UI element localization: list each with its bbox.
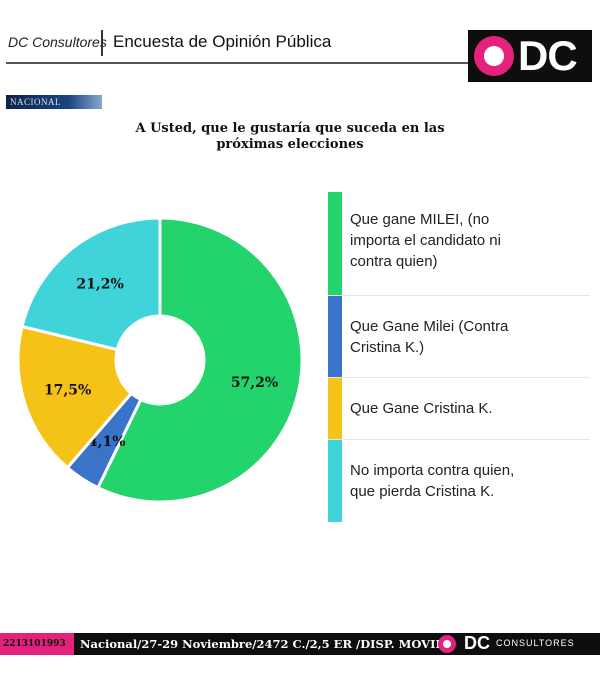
legend-text-line: que pierda Cristina K. [350, 483, 495, 500]
donut-label-1: 4,1% [88, 434, 126, 450]
logo-ring-icon [474, 36, 514, 76]
chart-legend: Que gane MILEI, (no importa el candidato… [328, 192, 590, 522]
legend-text-line: Que Gane Milei (Contra [350, 318, 509, 335]
donut-label-0: 57,2% [231, 375, 278, 391]
legend-swatch [328, 378, 342, 439]
footer-logo: DC CONSULTORES [438, 633, 598, 653]
legend-swatch [328, 296, 342, 377]
section-badge: NACIONAL [6, 95, 102, 109]
dc-logo: DC [468, 30, 592, 82]
footer-phone: 2213101993 [0, 633, 74, 655]
footer-logo-ring-icon [438, 635, 456, 653]
logo-text: DC [518, 32, 578, 79]
legend-item-milei-any: Que gane MILEI, (no importa el candidato… [328, 192, 590, 295]
legend-swatch [328, 440, 342, 522]
donut-slice-3 [20, 216, 162, 352]
legend-text-line: importa el candidato ni [350, 232, 501, 249]
legend-text-line: Que gane MILEI, (no [350, 211, 490, 228]
legend-item-milei-vs-cristina: Que Gane Milei (Contra Cristina K.) [328, 295, 590, 377]
footer-bar: 2213101993 Nacional/27-29 Noviembre/2472… [0, 633, 600, 655]
question-title: A Usted, que le gustaría que suceda en l… [120, 121, 460, 153]
header-separator [101, 30, 103, 56]
footer-logo-text: DC [464, 633, 490, 653]
donut-slice-0 [95, 216, 304, 504]
legend-swatch [328, 192, 342, 295]
donut-label-2: 17,5% [44, 383, 91, 399]
donut-label-3: 21,2% [76, 277, 123, 293]
legend-text-line: contra quien) [350, 253, 438, 270]
question-line-2: próximas elecciones [216, 137, 364, 152]
brand-name: DC Consultores [8, 34, 107, 50]
header-divider [6, 62, 468, 64]
legend-item-cristina: Que Gane Cristina K. [328, 377, 590, 439]
footer-survey-info: Nacional/27-29 Noviembre/2472 C./2,5 ER … [80, 637, 444, 651]
legend-text-line: Que Gane Cristina K. [350, 400, 493, 417]
survey-title: Encuesta de Opinión Pública [113, 32, 332, 51]
donut-chart: 57,2% 4,1% 17,5% 21,2% [16, 216, 304, 504]
legend-item-cristina-loses: No importa contra quien, que pierda Cris… [328, 439, 590, 522]
footer-logo-sub: CONSULTORES [496, 638, 575, 648]
legend-text-line: Cristina K.) [350, 339, 425, 356]
donut-slice-2 [16, 324, 134, 470]
header: DC Consultores Encuesta de Opinión Públi… [0, 0, 600, 90]
question-line-1: A Usted, que le gustaría que suceda en l… [135, 121, 445, 136]
legend-text-line: No importa contra quien, [350, 462, 515, 479]
